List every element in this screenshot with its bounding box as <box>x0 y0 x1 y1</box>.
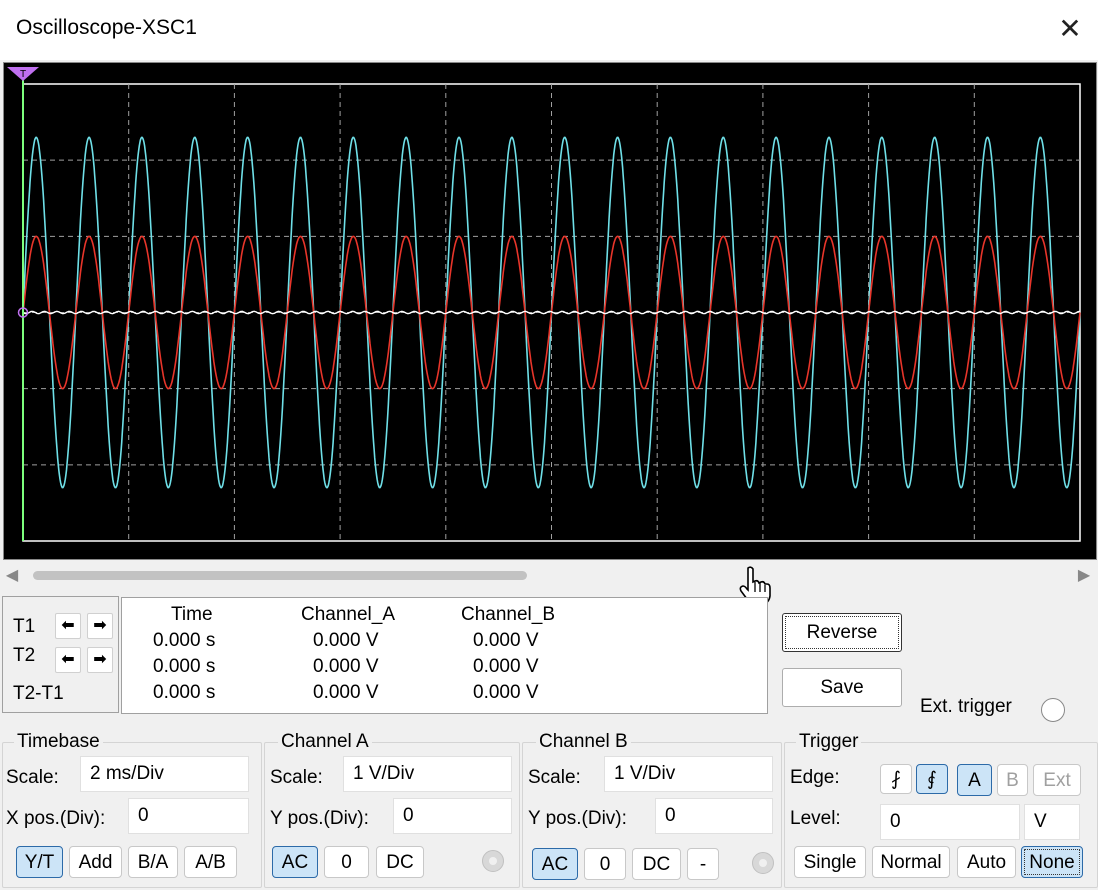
channel-b-invert-button[interactable]: - <box>687 848 719 880</box>
trigger-source-b-button[interactable]: B <box>997 764 1028 796</box>
trigger-auto-button[interactable]: Auto <box>957 846 1016 878</box>
t1-left-arrow-icon[interactable]: ⬅ <box>55 613 81 639</box>
trigger-single-button[interactable]: Single <box>794 846 866 878</box>
channel-a-title: Channel A <box>278 731 372 753</box>
measurement-readout: Time Channel_A Channel_B 0.000 s 0.000 V… <box>121 597 768 714</box>
timebase-scale-input[interactable]: 2 ms/Div <box>80 756 249 792</box>
ext-trigger-radio[interactable] <box>1041 698 1065 722</box>
channel-b-ypos-input[interactable]: 0 <box>655 798 773 834</box>
scroll-left-icon[interactable]: ◀ <box>5 567 19 584</box>
mode-ba-button[interactable]: B/A <box>128 846 178 878</box>
save-button[interactable]: Save <box>782 668 902 707</box>
timebase-title: Timebase <box>14 731 103 753</box>
channel-a-trace <box>22 235 1081 390</box>
readout-t1-time: 0.000 s <box>153 630 216 651</box>
t2-right-arrow-icon[interactable]: ➡ <box>87 647 113 673</box>
ext-trigger-label: Ext. trigger <box>920 696 1012 717</box>
cursor-panel: T1 T2 T2-T1 ⬅ ➡ ⬅ ➡ <box>2 596 119 713</box>
trigger-level-input[interactable]: 0 <box>880 804 1020 840</box>
channel-a-dc-button[interactable]: DC <box>376 846 424 878</box>
scroll-right-icon[interactable]: ▶ <box>1077 567 1091 584</box>
channel-a-scale-label: Scale: <box>270 767 323 788</box>
channel-b-zero-button[interactable]: 0 <box>584 848 626 880</box>
trigger-marker-icon <box>7 67 39 81</box>
t1-right-arrow-icon[interactable]: ➡ <box>87 613 113 639</box>
channel-a-radio[interactable] <box>482 850 504 872</box>
readout-t1-channel-a: 0.000 V <box>313 630 379 651</box>
trigger-source-ext-button[interactable]: Ext <box>1033 764 1081 796</box>
zero-trace <box>22 310 1081 315</box>
oscilloscope-screen[interactable]: T <box>3 62 1097 560</box>
channel-a-group <box>264 742 520 888</box>
mode-ab-button[interactable]: A/B <box>184 846 237 878</box>
timebase-group <box>2 742 262 888</box>
trigger-title: Trigger <box>796 731 862 753</box>
cursor-marker-icon <box>17 307 29 318</box>
channel-a-scale-input[interactable]: 1 V/Div <box>343 756 512 792</box>
falling-edge-icon[interactable]: ⨐ <box>916 764 948 794</box>
t2-left-arrow-icon[interactable]: ⬅ <box>55 647 81 673</box>
channel-b-scale-input[interactable]: 1 V/Div <box>604 756 773 792</box>
channel-b-dc-button[interactable]: DC <box>632 848 681 880</box>
t2-label: T2 <box>13 645 36 666</box>
t2-t1-label: T2-T1 <box>13 683 64 704</box>
channel-a-ac-button[interactable]: AC <box>272 846 318 878</box>
readout-t2-channel-a: 0.000 V <box>313 656 379 677</box>
channel-b-ypos-label: Y pos.(Div): <box>528 808 627 829</box>
trigger-none-button[interactable]: None <box>1021 846 1083 878</box>
readout-t2-channel-b: 0.000 V <box>473 656 539 677</box>
readout-t1-channel-b: 0.000 V <box>473 630 539 651</box>
title-bar: Oscilloscope-XSC1 ✕ <box>0 0 1098 60</box>
hand-pointer-icon <box>739 566 771 606</box>
reverse-button[interactable]: Reverse <box>782 613 902 652</box>
trigger-edge-label: Edge: <box>790 767 840 788</box>
window-title: Oscilloscope-XSC1 <box>16 16 197 39</box>
mode-add-button[interactable]: Add <box>69 846 122 878</box>
readout-diff-channel-a: 0.000 V <box>313 682 379 703</box>
readout-diff-time: 0.000 s <box>153 682 216 703</box>
timebase-xpos-input[interactable]: 0 <box>128 798 249 834</box>
channel-b-radio[interactable] <box>752 852 774 874</box>
readout-header-channel-a: Channel_A <box>301 604 396 625</box>
close-icon[interactable]: ✕ <box>1058 13 1082 44</box>
trigger-level-unit[interactable]: V <box>1024 804 1080 840</box>
channel-b-scale-label: Scale: <box>528 767 581 788</box>
channel-a-ypos-input[interactable]: 0 <box>393 798 512 834</box>
channel-b-ac-button[interactable]: AC <box>532 848 578 880</box>
readout-header-channel-b: Channel_B <box>461 604 556 625</box>
timebase-scale-label: Scale: <box>6 767 59 788</box>
readout-header-time: Time <box>171 604 213 625</box>
readout-t2-time: 0.000 s <box>153 656 216 677</box>
channel-b-title: Channel B <box>536 731 631 753</box>
readout-diff-channel-b: 0.000 V <box>473 682 539 703</box>
timebase-xpos-label: X pos.(Div): <box>6 808 106 829</box>
trigger-marker-label: T <box>20 69 26 80</box>
horizontal-scrollbar[interactable]: ◀ ▶ <box>0 562 1098 590</box>
trigger-normal-button[interactable]: Normal <box>872 846 950 878</box>
channel-a-zero-button[interactable]: 0 <box>324 846 369 878</box>
trigger-source-a-button[interactable]: A <box>957 764 992 796</box>
waveform-display[interactable]: T <box>4 63 1096 559</box>
mode-yt-button[interactable]: Y/T <box>16 846 63 878</box>
rising-edge-icon[interactable]: ⨏ <box>880 764 912 794</box>
scroll-thumb[interactable] <box>33 571 527 580</box>
trigger-level-label: Level: <box>790 808 841 829</box>
channel-a-ypos-label: Y pos.(Div): <box>270 808 369 829</box>
t1-label: T1 <box>13 616 36 637</box>
channel-b-group <box>522 742 782 888</box>
